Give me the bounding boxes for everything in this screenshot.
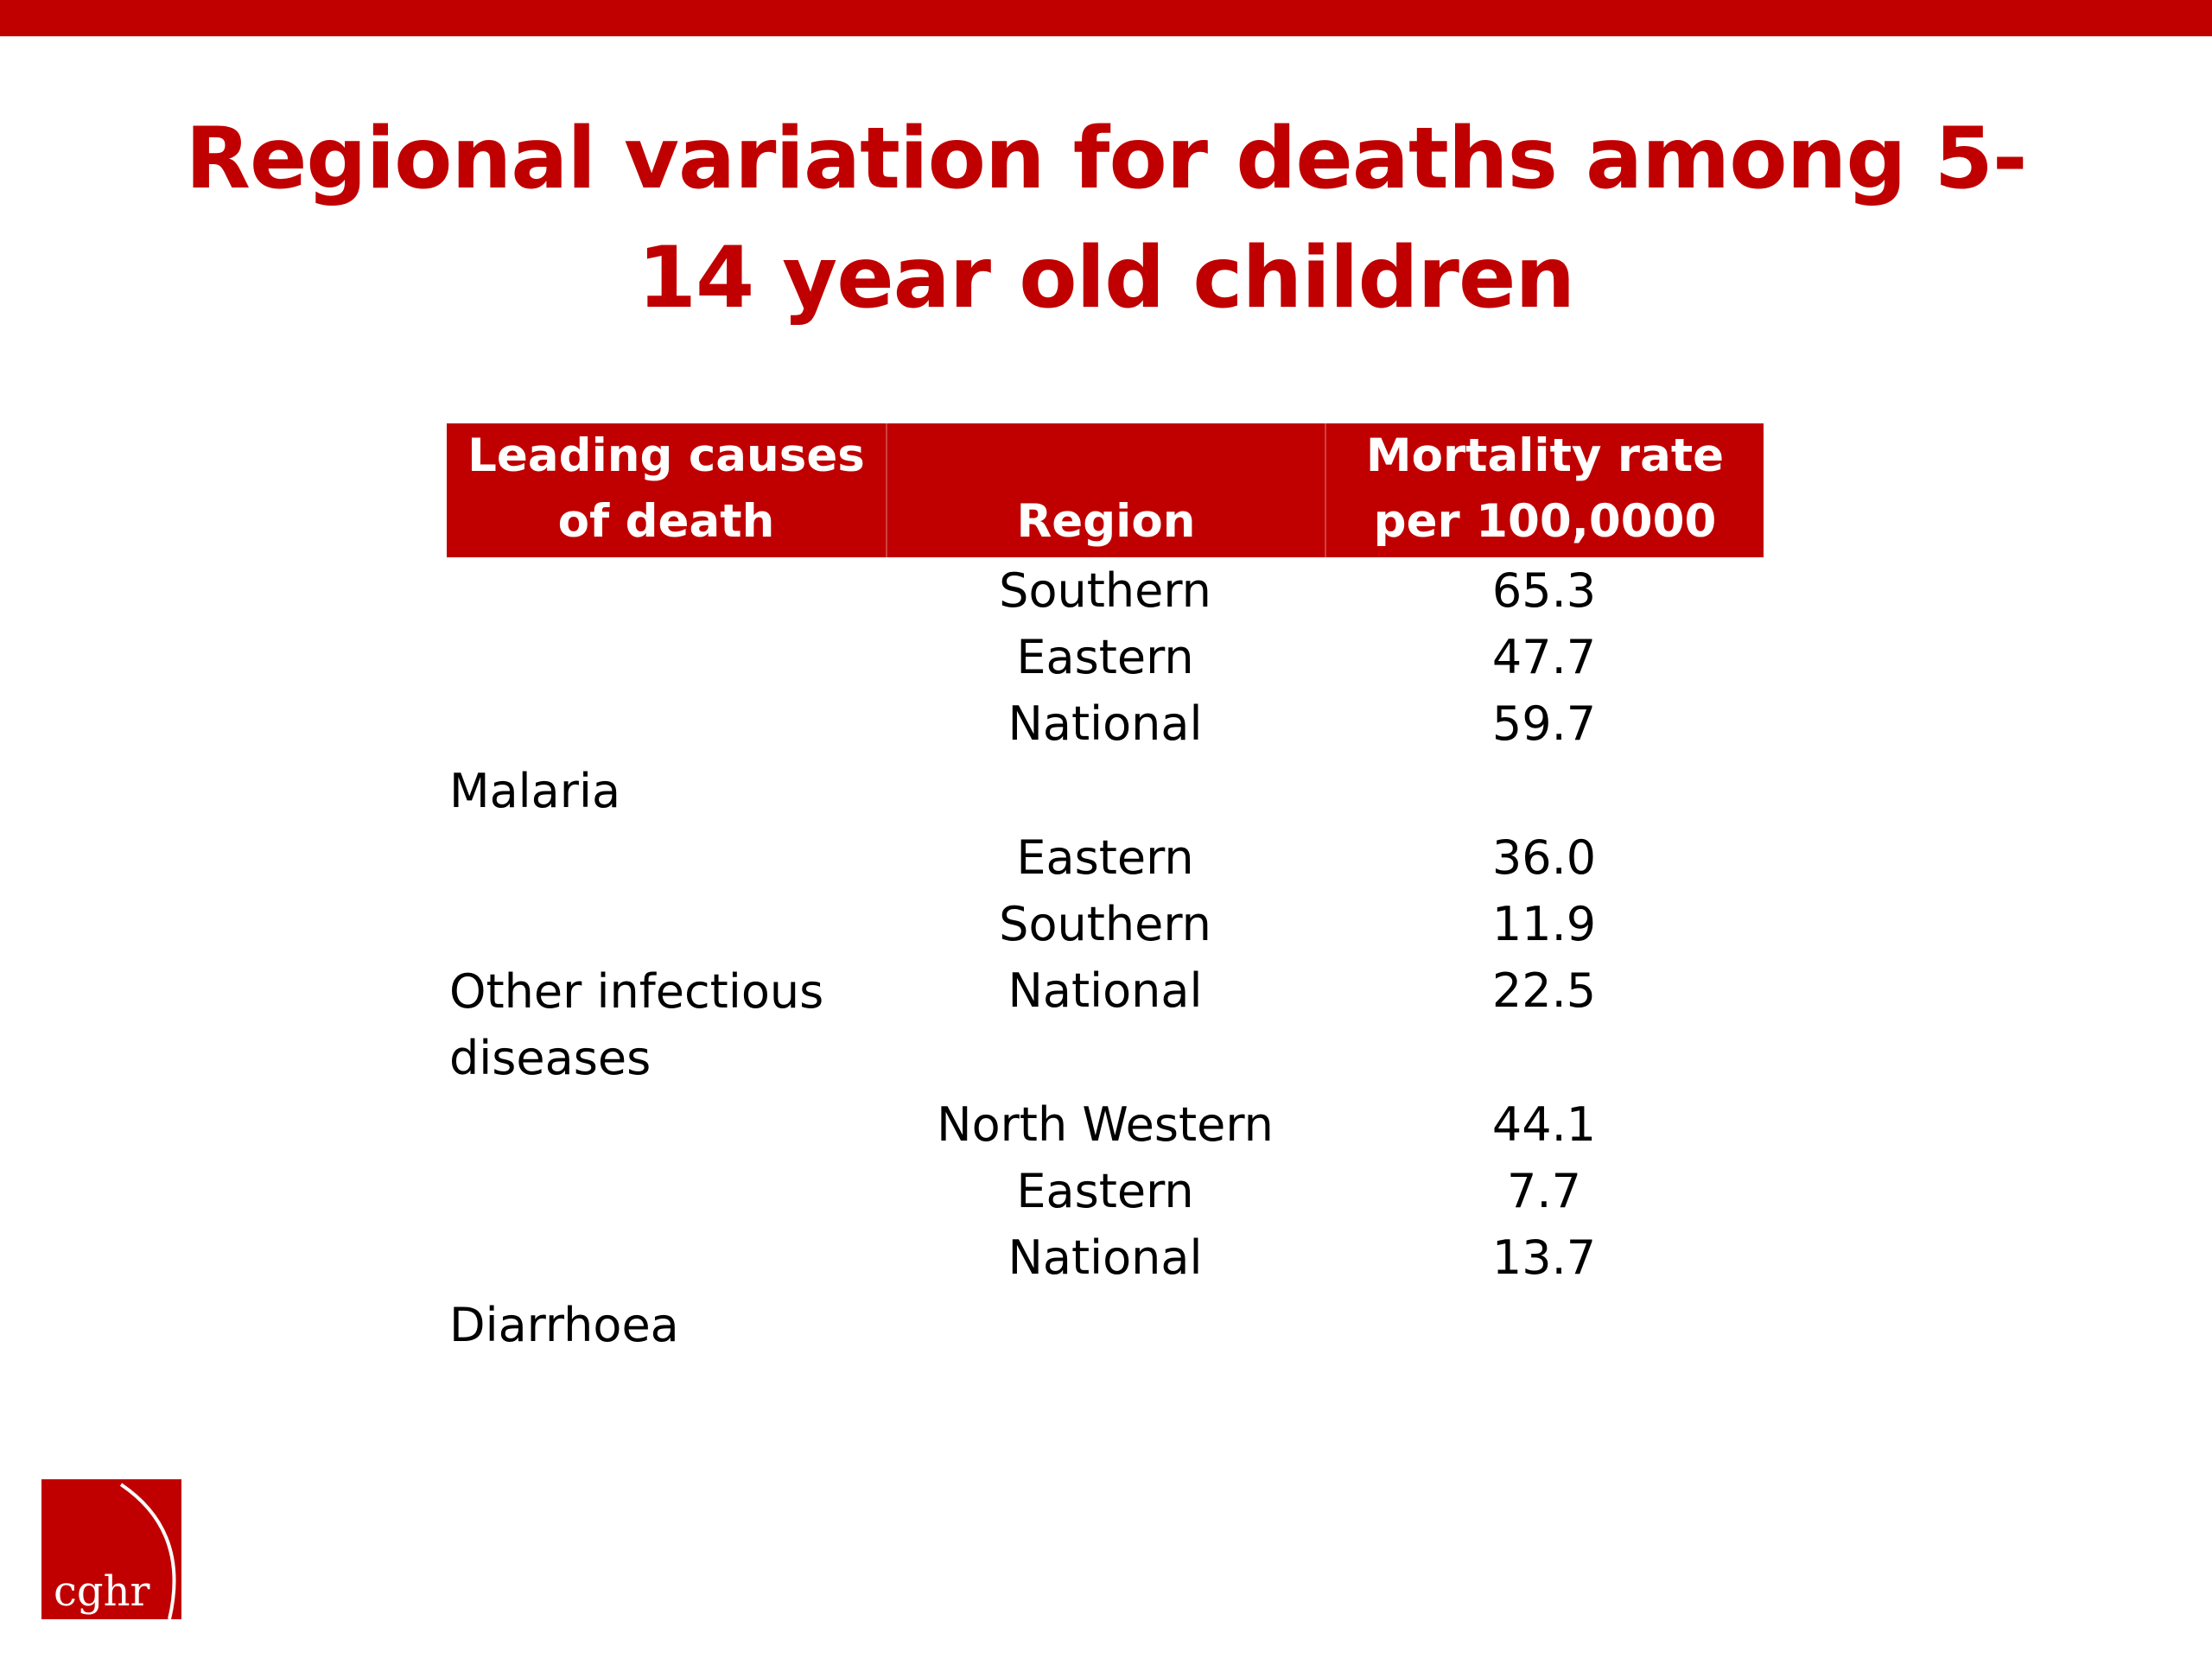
table-row: National 13.7 (886, 1224, 1764, 1291)
rate-cell: 44.1 (1491, 1097, 1597, 1152)
rate-cell: 65.3 (1491, 563, 1597, 618)
table-row: National 59.7 (886, 690, 1764, 757)
cghr-logo-icon: cghr (41, 1479, 181, 1619)
logo-text: cghr (54, 1567, 150, 1616)
region-cell: Eastern (1016, 1164, 1194, 1218)
header-rate: Mortality rate per 100,0000 (1325, 423, 1764, 557)
table-row: North Western 44.1 (886, 1091, 1764, 1158)
table-row: Eastern 7.7 (886, 1158, 1764, 1224)
region-cell: Eastern (1016, 830, 1194, 885)
cghr-logo-graphic (41, 1479, 181, 1619)
region-cell: National (1007, 696, 1203, 751)
mortality-table: Leading causes of death Region Mortality… (447, 423, 1764, 1358)
cause-label: Diarrhoea (449, 1298, 679, 1352)
rate-cell: 47.7 (1491, 630, 1597, 684)
rate-cell: 11.9 (1491, 897, 1597, 951)
rate-cell: 36.0 (1491, 830, 1597, 885)
region-cell: National (1007, 963, 1203, 1018)
region-cell: Southern (999, 563, 1211, 618)
table-row: Eastern 36.0 (886, 824, 1764, 891)
rate-cell: 7.7 (1507, 1164, 1581, 1218)
rate-cell: 22.5 (1491, 963, 1597, 1018)
cause-label: Malaria (449, 764, 621, 818)
region-cell: National (1007, 1230, 1203, 1285)
table-row: Eastern 47.7 (886, 624, 1764, 690)
cause-group-diarrhoea: Diarrhoea North Western 44.1 Eastern 7.7… (447, 1091, 1764, 1358)
table-header: Leading causes of death Region Mortality… (447, 423, 1764, 557)
rate-cell: 13.7 (1491, 1230, 1597, 1285)
table-row: Southern 65.3 (886, 557, 1764, 624)
slide-title: Regional variation for deaths among 5-14… (185, 110, 2027, 327)
region-cell: Southern (999, 897, 1211, 951)
header-region: Region (886, 423, 1325, 557)
region-cell: Eastern (1016, 630, 1194, 684)
header-cause: Leading causes of death (467, 429, 865, 548)
table-row: Southern 11.9 (886, 891, 1764, 957)
rate-cell: 59.7 (1491, 696, 1597, 751)
cause-label: Other infectious diseases (449, 964, 824, 1085)
table-row: National 22.5 (886, 957, 1764, 1024)
cause-group-malaria: Malaria Southern 65.3 Eastern 47.7 Natio… (447, 557, 1764, 824)
cause-group-other-infectious: Other infectious diseases Eastern 36.0 S… (447, 824, 1764, 1091)
table-body: Malaria Southern 65.3 Eastern 47.7 Natio… (447, 557, 1764, 1358)
top-accent-bar (0, 0, 2212, 36)
region-cell: North Western (937, 1097, 1274, 1152)
